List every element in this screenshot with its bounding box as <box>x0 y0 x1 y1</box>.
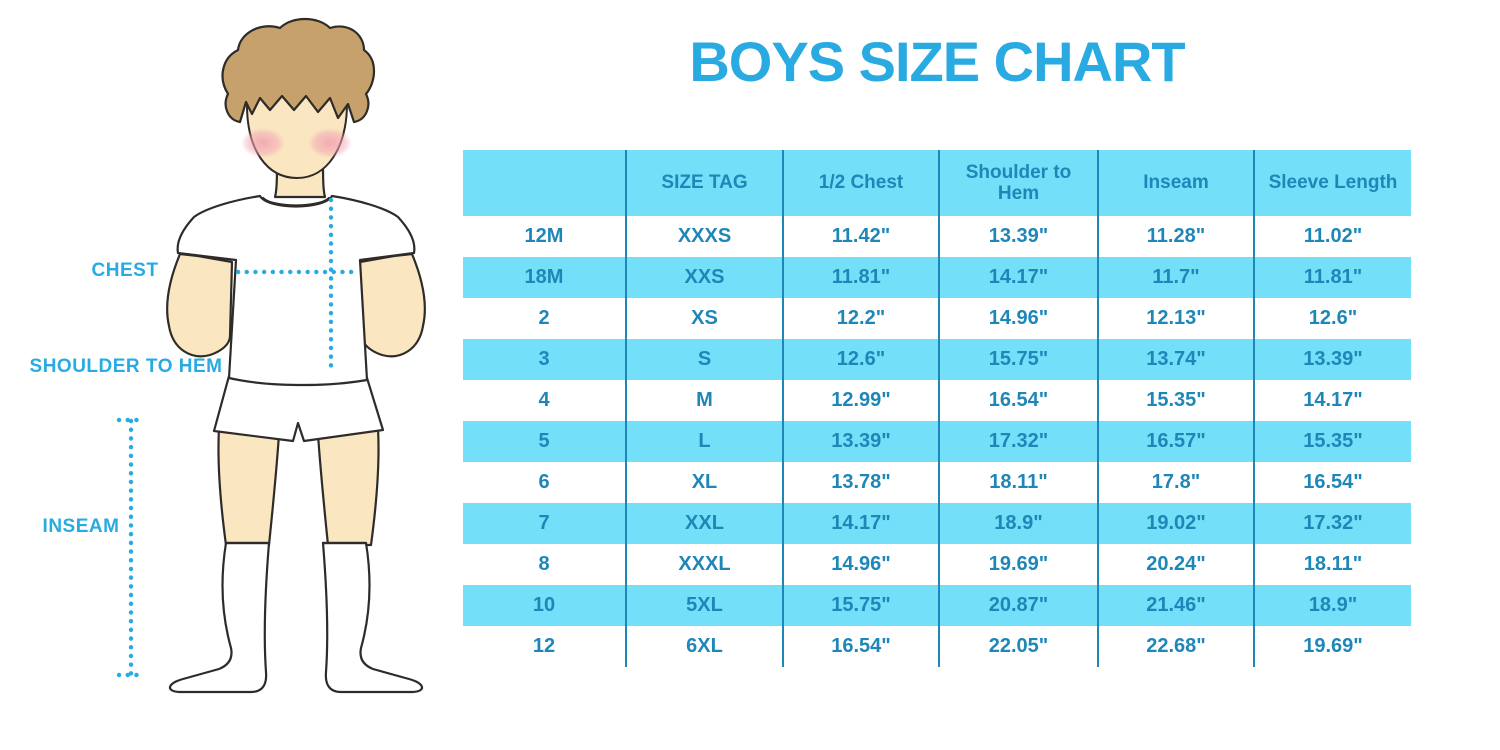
boy-right-arm <box>358 252 426 358</box>
value-cell: 16.54" <box>782 626 938 667</box>
value-cell: L <box>625 421 782 462</box>
value-cell: XS <box>625 298 782 339</box>
value-cell: 15.35" <box>1253 421 1411 462</box>
value-cell: 12.6" <box>1253 298 1411 339</box>
value-cell: 11.81" <box>782 257 938 298</box>
value-cell: 16.54" <box>938 380 1097 421</box>
header-cell-3: Shoulder to Hem <box>938 150 1097 216</box>
value-cell: 18.9" <box>1253 585 1411 626</box>
value-cell: 14.17" <box>938 257 1097 298</box>
value-cell: 11.81" <box>1253 257 1411 298</box>
value-cell: 13.78" <box>782 462 938 503</box>
value-cell: 14.96" <box>938 298 1097 339</box>
value-cell: 15.35" <box>1097 380 1253 421</box>
value-cell: 21.46" <box>1097 585 1253 626</box>
value-cell: 11.42" <box>782 216 938 257</box>
size-cell: 18M <box>463 257 625 298</box>
boy-right-leg <box>316 426 380 547</box>
boy-tshirt <box>176 194 416 387</box>
value-cell: 22.05" <box>938 626 1097 667</box>
value-cell: 14.17" <box>782 503 938 544</box>
value-cell: 16.54" <box>1253 462 1411 503</box>
value-cell: 11.7" <box>1097 257 1253 298</box>
size-cell: 5 <box>463 421 625 462</box>
value-cell: M <box>625 380 782 421</box>
value-cell: 15.75" <box>938 339 1097 380</box>
value-cell: 19.02" <box>1097 503 1253 544</box>
size-cell: 2 <box>463 298 625 339</box>
value-cell: 13.39" <box>938 216 1097 257</box>
value-cell: 13.39" <box>1253 339 1411 380</box>
value-cell: 20.87" <box>938 585 1097 626</box>
boy-right-sock <box>321 541 423 694</box>
size-cell: 10 <box>463 585 625 626</box>
shoulder-to-hem-label: SHOULDER TO HEM <box>30 356 223 377</box>
size-cell: 6 <box>463 462 625 503</box>
header-cell-4: Inseam <box>1097 150 1253 216</box>
value-cell: 19.69" <box>1253 626 1411 667</box>
header-cell-1: SIZE TAG <box>625 150 782 216</box>
inseam-label: INSEAM <box>43 516 120 537</box>
header-cell-2: 1/2 Chest <box>782 150 938 216</box>
boy-blush-left <box>241 128 285 158</box>
value-cell: 19.69" <box>938 544 1097 585</box>
chest-label: CHEST <box>92 260 159 281</box>
header-cell-5: Sleeve Length <box>1253 150 1411 216</box>
value-cell: 17.32" <box>938 421 1097 462</box>
value-cell: 6XL <box>625 626 782 667</box>
size-cell: 8 <box>463 544 625 585</box>
value-cell: XXXL <box>625 544 782 585</box>
boy-measurement-illustration: CHEST SHOULDER TO HEM INSEAM <box>30 17 426 694</box>
size-cell: 12M <box>463 216 625 257</box>
size-cell: 3 <box>463 339 625 380</box>
value-cell: 12.13" <box>1097 298 1253 339</box>
value-cell: 12.2" <box>782 298 938 339</box>
value-cell: 20.24" <box>1097 544 1253 585</box>
value-cell: 14.17" <box>1253 380 1411 421</box>
value-cell: 11.28" <box>1097 216 1253 257</box>
value-cell: 22.68" <box>1097 626 1253 667</box>
value-cell: 12.6" <box>782 339 938 380</box>
size-table: SIZE TAG 1/2 Chest Shoulder to Hem Inseam Sl… <box>463 150 1411 667</box>
value-cell: 17.32" <box>1253 503 1411 544</box>
value-cell: 13.39" <box>782 421 938 462</box>
value-cell: 17.8" <box>1097 462 1253 503</box>
value-cell: 18.11" <box>938 462 1097 503</box>
page-title: BOYS SIZE CHART <box>689 30 1185 93</box>
boy-left-sock <box>169 541 271 694</box>
value-cell: 14.96" <box>782 544 938 585</box>
value-cell: 18.9" <box>938 503 1097 544</box>
boy-left-arm <box>166 252 234 358</box>
value-cell: 18.11" <box>1253 544 1411 585</box>
size-cell: 7 <box>463 503 625 544</box>
size-cell: 4 <box>463 380 625 421</box>
value-cell: 12.99" <box>782 380 938 421</box>
boy-left-leg <box>217 426 281 547</box>
value-cell: XL <box>625 462 782 503</box>
value-cell: 13.74" <box>1097 339 1253 380</box>
boy-blush-right <box>308 128 352 158</box>
value-cell: 15.75" <box>782 585 938 626</box>
value-cell: XXS <box>625 257 782 298</box>
header-cell-0 <box>463 150 625 216</box>
boy-hair <box>221 17 376 124</box>
value-cell: 11.02" <box>1253 216 1411 257</box>
value-cell: 5XL <box>625 585 782 626</box>
value-cell: XXXS <box>625 216 782 257</box>
value-cell: XXL <box>625 503 782 544</box>
value-cell: 16.57" <box>1097 421 1253 462</box>
value-cell: S <box>625 339 782 380</box>
size-cell: 12 <box>463 626 625 667</box>
